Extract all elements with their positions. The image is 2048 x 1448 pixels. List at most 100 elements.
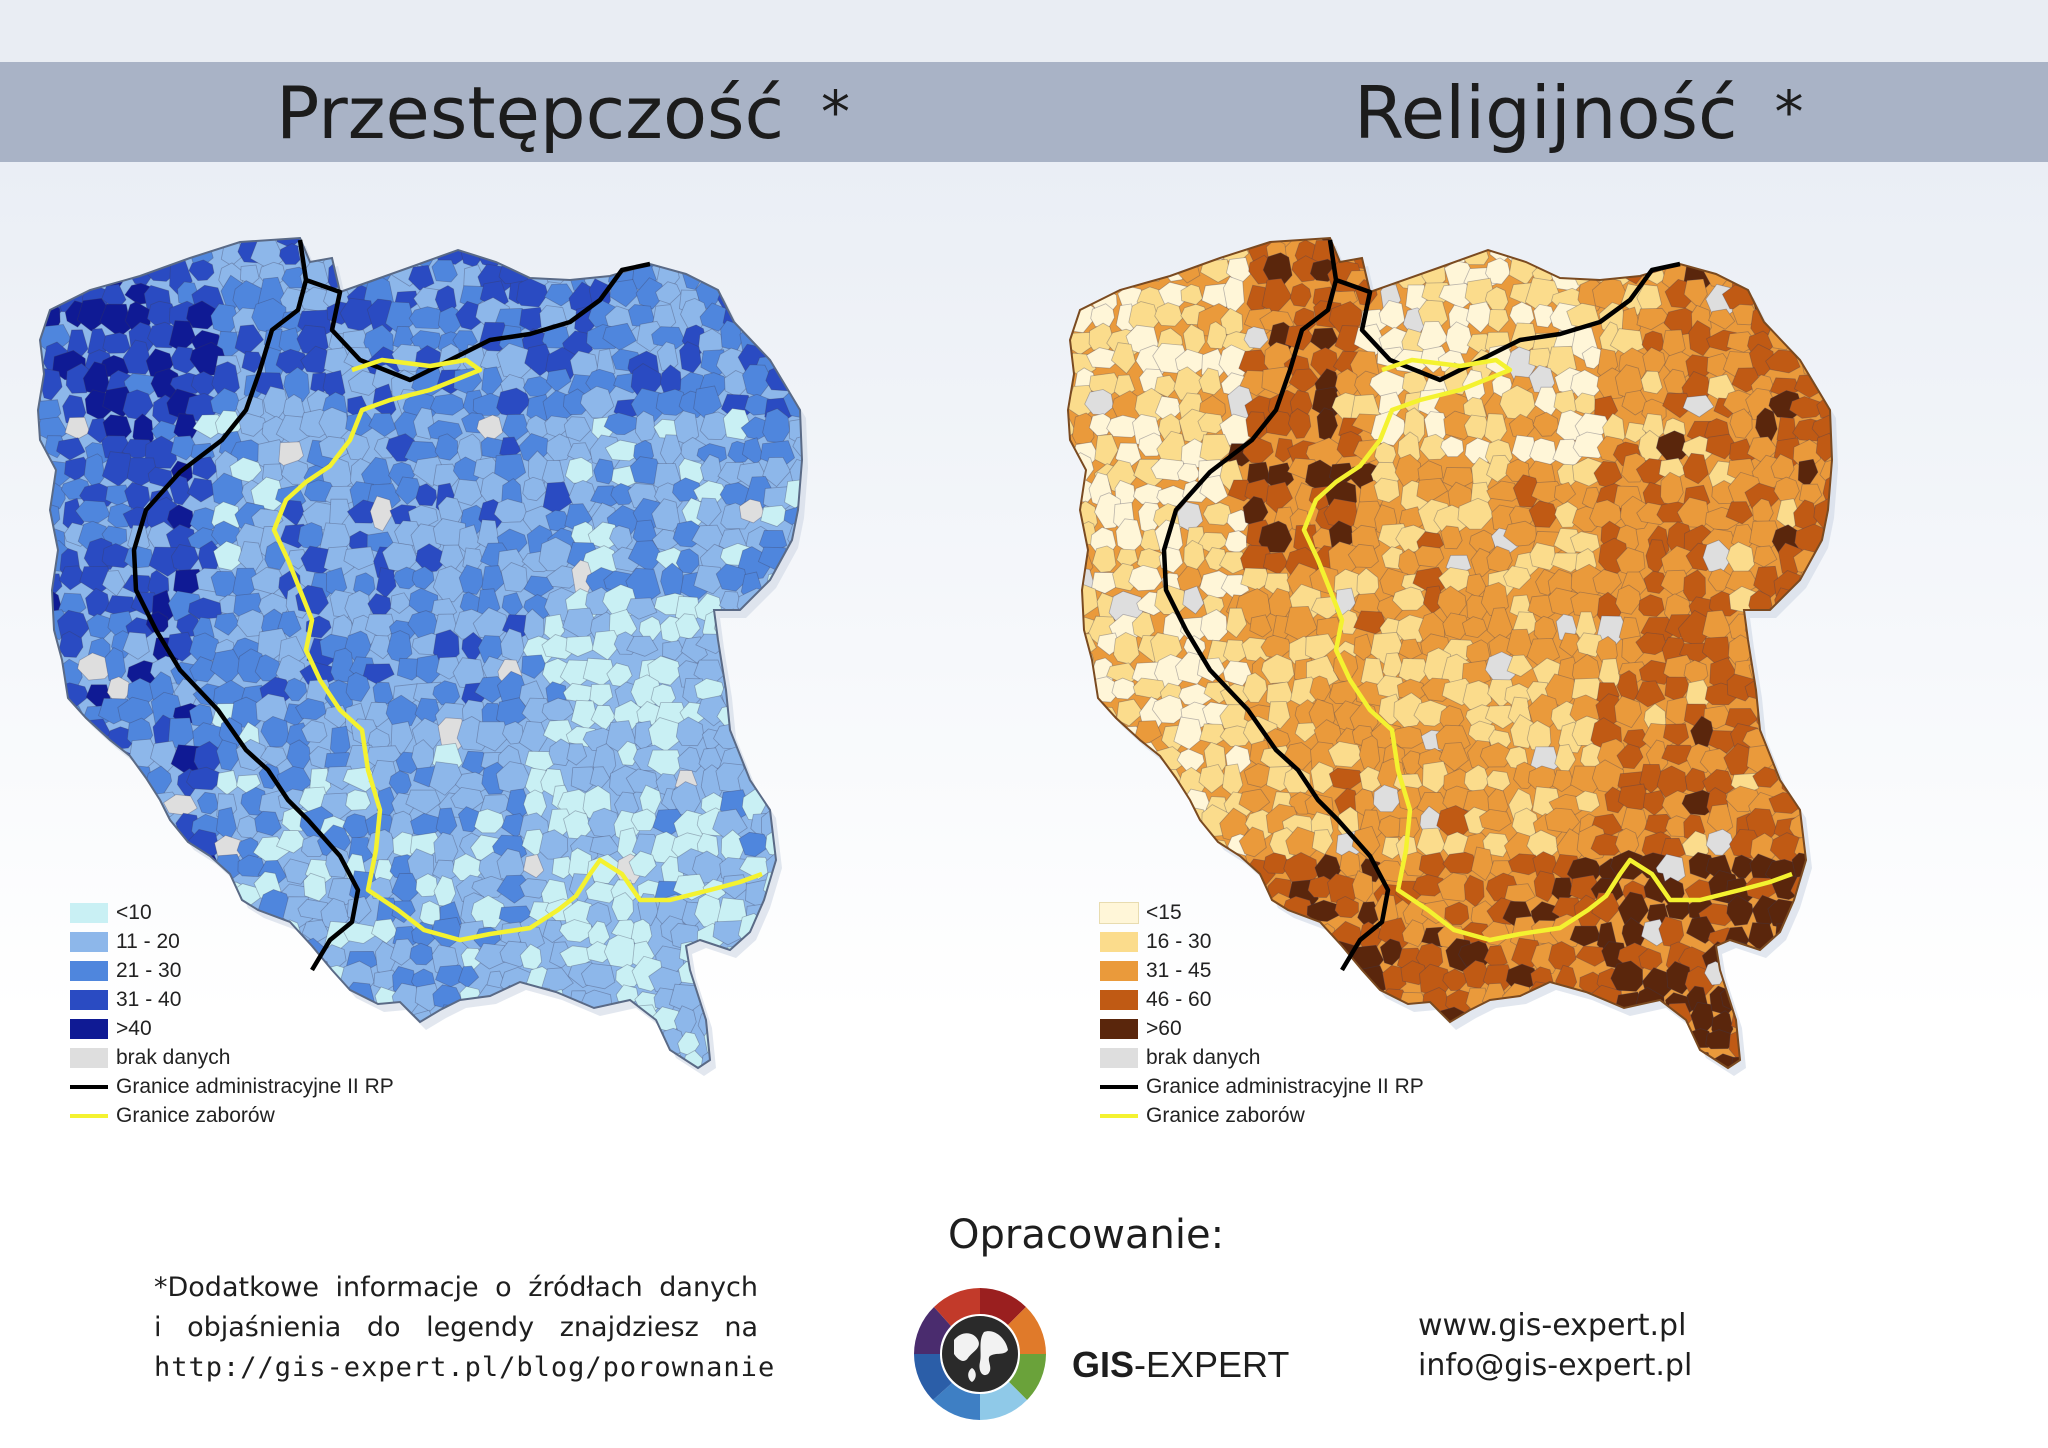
map-region-cell (761, 260, 789, 287)
brand-name-rest: -EXPERT (1134, 1344, 1290, 1385)
map-region-cell (1200, 258, 1232, 283)
map-region-cell (762, 302, 788, 328)
title-religiosity-asterisk: * (1774, 78, 1804, 146)
map-region-cell (1198, 367, 1222, 396)
map-region-cell (675, 716, 705, 747)
map-region-cell (655, 388, 688, 416)
map-region-cell (345, 789, 372, 811)
map-region-cell (1552, 1007, 1579, 1038)
map-region-cell (1157, 830, 1186, 865)
map-region-cell (715, 238, 749, 242)
map-region-cell (277, 610, 302, 638)
map-region-cell (294, 697, 327, 721)
map-region-cell (565, 635, 595, 657)
map-region-cell (46, 245, 69, 272)
map-region-cell (495, 1015, 526, 1037)
map-region-cell (745, 704, 770, 731)
map-region-cell (1666, 960, 1692, 995)
map-region-cell (760, 505, 791, 527)
map-region-cell (785, 944, 802, 973)
map-region-cell (1483, 1051, 1515, 1068)
map-region-cell (1111, 238, 1138, 242)
map-region-cell (1819, 901, 1832, 930)
map-region-cell (1111, 257, 1140, 289)
map-region-cell (590, 704, 616, 732)
map-region-cell (1128, 564, 1163, 592)
map-region-cell (458, 564, 485, 595)
legend-label: 31 - 40 (116, 987, 182, 1011)
title-religiosity-text: Religijność (1354, 71, 1738, 155)
map-region-cell (1811, 278, 1832, 311)
map-region-cell (56, 750, 83, 773)
map-region-cell (784, 674, 802, 706)
map-region-cell (654, 216, 678, 236)
legend-swatch (1099, 901, 1139, 924)
map-region-cell (544, 1029, 570, 1057)
map-region-cell (1068, 962, 1080, 988)
map-region-cell (779, 958, 802, 995)
map-region-cell (1414, 545, 1445, 568)
map-region-cell (1705, 1029, 1734, 1050)
map-region-cell (141, 847, 178, 878)
map-region-cell (1752, 766, 1779, 788)
map-region-cell (279, 243, 302, 265)
map-region-cell (438, 1059, 467, 1068)
map-region-cell (1092, 722, 1125, 752)
legend-item: 11 - 20 (70, 927, 394, 956)
map-region-cell (582, 657, 616, 687)
map-region-cell (1068, 696, 1069, 732)
map-region-cell (1440, 525, 1463, 550)
map-region-cell (343, 546, 377, 571)
map-region-cell (1812, 945, 1832, 969)
map-region-cell (1508, 1005, 1531, 1035)
map-region-cell (58, 565, 88, 591)
map-region-cell (742, 629, 769, 657)
footnote-link[interactable]: http://gis-expert.pl/blog/porownanie (154, 1352, 776, 1383)
map-region-cell (781, 582, 802, 618)
map-region-cell (589, 835, 621, 857)
footnote-line: *Dodatkowe informacje o źródłach danych (154, 1272, 758, 1303)
map-region-cell (123, 545, 154, 569)
legend-label: brak danych (116, 1045, 231, 1069)
map-region-cell (503, 238, 526, 240)
map-region-cell (1463, 414, 1490, 440)
map-region-cell (1727, 238, 1751, 244)
website-link[interactable]: www.gis-expert.pl (1418, 1308, 1687, 1343)
map-region-cell (651, 326, 687, 350)
crime-map-admin-border (131, 239, 651, 972)
legend-item: 31 - 40 (70, 985, 394, 1014)
map-region-cell (1091, 545, 1117, 573)
map-region-cell (1635, 243, 1668, 266)
map-region-cell (1572, 1053, 1596, 1068)
map-region-cell (540, 238, 578, 260)
map-region-cell (1068, 741, 1075, 766)
map-region-cell (369, 495, 394, 532)
map-region-cell (1621, 1013, 1651, 1038)
map-region-cell (38, 790, 47, 814)
map-region-cell (1092, 747, 1125, 770)
legend-swatch (1100, 931, 1138, 952)
map-region-cell (352, 238, 378, 266)
map-region-cell (483, 238, 510, 244)
map-region-cell (548, 738, 573, 767)
map-region-cell (765, 914, 790, 947)
map-region-cell (792, 297, 802, 329)
map-region-cell (1558, 238, 1584, 251)
map-region-cell (1238, 826, 1267, 858)
email-link[interactable]: info@gis-expert.pl (1418, 1348, 1693, 1383)
map-region-cell (1376, 238, 1411, 267)
map-region-cell (1199, 570, 1232, 599)
map-region-cell (80, 851, 103, 879)
map-region-cell (1705, 238, 1734, 249)
religiosity-map-partition-border (1301, 357, 1793, 943)
map-region-cell (1790, 652, 1820, 683)
map-region-cell (1635, 632, 1668, 656)
map-region-cell (1551, 1052, 1584, 1068)
map-region-cell (500, 628, 525, 664)
map-region-cell (80, 262, 115, 285)
map-region-cell (411, 566, 435, 590)
map-region-cell (239, 264, 260, 285)
map-region-cell (119, 807, 157, 845)
map-region-cell (570, 699, 599, 730)
map-region-cell (38, 963, 42, 993)
